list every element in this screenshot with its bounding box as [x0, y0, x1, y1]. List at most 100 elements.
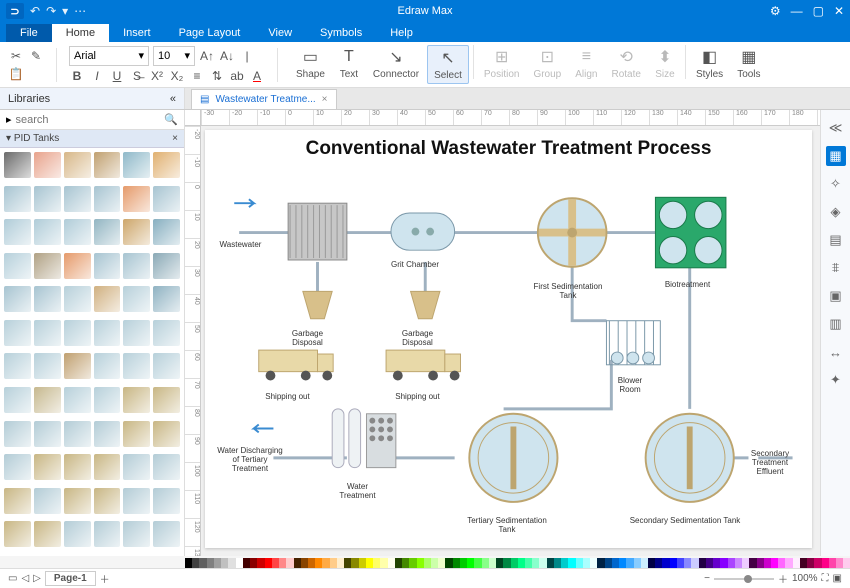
shape-thumb[interactable]: [64, 387, 91, 413]
palette-color[interactable]: [677, 558, 684, 568]
settings-icon[interactable]: ⚙: [770, 4, 781, 18]
format-painter-icon[interactable]: ✎: [28, 48, 44, 64]
shape-thumb[interactable]: [4, 488, 31, 514]
palette-color[interactable]: [655, 558, 662, 568]
palette-color[interactable]: [388, 558, 395, 568]
palette-color[interactable]: [315, 558, 322, 568]
shape-thumb[interactable]: [34, 488, 61, 514]
palette-color[interactable]: [583, 558, 590, 568]
menu-tab-insert[interactable]: Insert: [109, 24, 165, 42]
shape-thumb[interactable]: [34, 353, 61, 379]
shape-thumb[interactable]: [64, 152, 91, 178]
palette-color[interactable]: [829, 558, 836, 568]
select-button[interactable]: ↖Select: [427, 45, 469, 84]
palette-color[interactable]: [605, 558, 612, 568]
shape-thumb[interactable]: [4, 421, 31, 447]
palette-color[interactable]: [749, 558, 756, 568]
palette-color[interactable]: [764, 558, 771, 568]
shape-thumb[interactable]: [153, 286, 180, 312]
font-color-icon[interactable]: A: [249, 68, 265, 84]
shape-thumb[interactable]: [64, 219, 91, 245]
right-tool-5[interactable]: ⩨: [826, 258, 846, 278]
palette-color[interactable]: [713, 558, 720, 568]
shape-thumb[interactable]: [94, 488, 121, 514]
subscript-icon[interactable]: X₂: [169, 68, 185, 84]
menu-tab-home[interactable]: Home: [52, 24, 109, 42]
palette-color[interactable]: [286, 558, 293, 568]
add-page-icon[interactable]: ＋: [100, 571, 110, 586]
palette-color[interactable]: [460, 558, 467, 568]
palette-color[interactable]: [662, 558, 669, 568]
font-family-select[interactable]: Arial▾: [69, 46, 149, 66]
shape-thumb[interactable]: [94, 186, 121, 212]
right-tool-2[interactable]: ✧: [826, 174, 846, 194]
shape-thumb[interactable]: [4, 353, 31, 379]
search-icon[interactable]: 🔍: [164, 113, 178, 126]
palette-color[interactable]: [424, 558, 431, 568]
tab-close-icon[interactable]: ×: [322, 94, 328, 105]
shape-thumb[interactable]: [123, 219, 150, 245]
shape-thumb[interactable]: [153, 488, 180, 514]
increase-font-icon[interactable]: A↑: [199, 48, 215, 64]
palette-color[interactable]: [294, 558, 301, 568]
right-tool-6[interactable]: ▣: [826, 286, 846, 306]
palette-color[interactable]: [793, 558, 800, 568]
shape-thumb[interactable]: [153, 387, 180, 413]
shape-thumb[interactable]: [4, 253, 31, 279]
palette-color[interactable]: [699, 558, 706, 568]
right-tool-0[interactable]: ≪: [826, 118, 846, 138]
italic-icon[interactable]: I: [89, 68, 105, 84]
palette-color[interactable]: [243, 558, 250, 568]
shape-thumb[interactable]: [94, 219, 121, 245]
palette-color[interactable]: [576, 558, 583, 568]
palette-color[interactable]: [467, 558, 474, 568]
decrease-font-icon[interactable]: A↓: [219, 48, 235, 64]
palette-color[interactable]: [207, 558, 214, 568]
palette-color[interactable]: [670, 558, 677, 568]
shape-thumb[interactable]: [4, 320, 31, 346]
document-tab[interactable]: ▤ Wastewater Treatme... ×: [191, 89, 337, 109]
superscript-icon[interactable]: X²: [149, 68, 165, 84]
close-icon[interactable]: ✕: [834, 4, 844, 18]
shape-thumb[interactable]: [94, 521, 121, 547]
palette-color[interactable]: [720, 558, 727, 568]
shape-thumb[interactable]: [94, 152, 121, 178]
case-icon[interactable]: ab: [229, 68, 245, 84]
search-expand-icon[interactable]: ▸: [6, 113, 12, 126]
shape-thumb[interactable]: [94, 286, 121, 312]
palette-color[interactable]: [735, 558, 742, 568]
palette-color[interactable]: [380, 558, 387, 568]
search-input[interactable]: [16, 114, 161, 126]
palette-color[interactable]: [568, 558, 575, 568]
page-tab[interactable]: Page-1: [45, 571, 96, 586]
shape-thumb[interactable]: [123, 253, 150, 279]
right-tool-7[interactable]: ▥: [826, 314, 846, 334]
shape-thumb[interactable]: [94, 421, 121, 447]
palette-color[interactable]: [742, 558, 749, 568]
palette-color[interactable]: [257, 558, 264, 568]
palette-color[interactable]: [757, 558, 764, 568]
shape-thumb[interactable]: [153, 219, 180, 245]
next-page-icon[interactable]: ▷: [33, 573, 41, 584]
shape-thumb[interactable]: [34, 454, 61, 480]
styles-button[interactable]: ◧Styles: [690, 45, 729, 84]
shape-thumb[interactable]: [123, 353, 150, 379]
shape-thumb[interactable]: [4, 387, 31, 413]
palette-color[interactable]: [192, 558, 199, 568]
zoom-slider[interactable]: [714, 578, 774, 580]
palette-color[interactable]: [728, 558, 735, 568]
palette-color[interactable]: [634, 558, 641, 568]
palette-color[interactable]: [496, 558, 503, 568]
connector-button[interactable]: ↘Connector: [367, 45, 425, 84]
palette-color[interactable]: [474, 558, 481, 568]
shape-thumb[interactable]: [123, 454, 150, 480]
palette-color[interactable]: [265, 558, 272, 568]
save-icon[interactable]: ▾: [62, 4, 68, 18]
right-tool-8[interactable]: ↔: [826, 342, 846, 362]
palette-color[interactable]: [822, 558, 829, 568]
palette-color[interactable]: [525, 558, 532, 568]
palette-color[interactable]: [279, 558, 286, 568]
qat-more-icon[interactable]: ⋯: [74, 4, 86, 18]
shape-thumb[interactable]: [123, 488, 150, 514]
shape-thumb[interactable]: [64, 186, 91, 212]
